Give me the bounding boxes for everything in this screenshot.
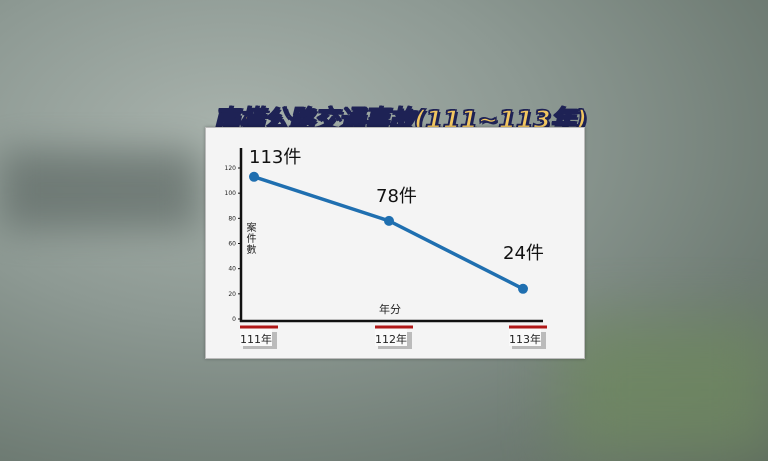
tick-label-box — [509, 329, 541, 346]
x-tick-label: 111年 — [240, 332, 272, 346]
data-point — [518, 283, 528, 294]
x-axis-label: 年分 — [379, 302, 401, 316]
y-tick-label: 80 — [228, 215, 236, 222]
tick-label-box — [240, 329, 272, 346]
tick-label-box — [375, 329, 407, 346]
x-tick-label: 112年 — [375, 332, 407, 346]
x-tick-label: 113年 — [509, 332, 541, 346]
y-axis-label: 案件數 — [246, 223, 257, 256]
data-label: 78件 — [376, 186, 417, 207]
y-tick-label: 20 — [228, 291, 236, 298]
data-label: 24件 — [503, 243, 544, 264]
y-tick-label: 40 — [228, 266, 236, 273]
data-label: 113件 — [249, 147, 302, 168]
data-point — [249, 171, 259, 182]
y-tick-label: 60 — [228, 241, 236, 248]
background-blur — [560, 320, 768, 460]
y-tick-label: 0 — [232, 316, 236, 323]
background-blur — [0, 150, 200, 230]
y-tick-label: 100 — [225, 190, 237, 197]
data-point — [384, 215, 394, 226]
y-tick-label: 120 — [225, 165, 237, 172]
